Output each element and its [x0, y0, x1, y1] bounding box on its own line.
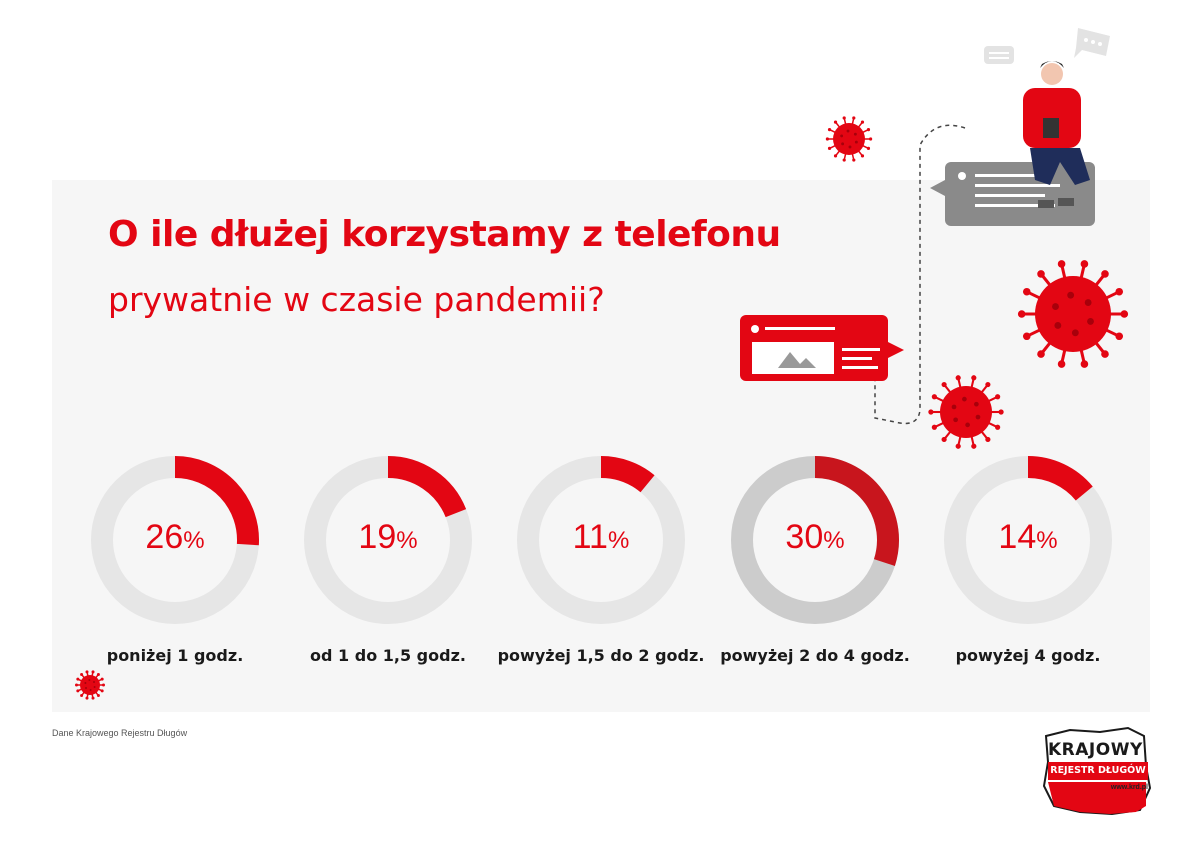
speech-bubble-icon	[1074, 28, 1110, 58]
virus-icon	[928, 375, 1004, 449]
percent-label: 30%	[755, 518, 875, 557]
dashed-connector	[874, 124, 966, 425]
percent-sign: %	[183, 527, 205, 554]
person-with-phone-icon	[1023, 61, 1090, 208]
category-label: powyżej 1,5 do 2 godz.	[497, 646, 705, 665]
percent-sign: %	[1036, 527, 1058, 554]
logo-line-1: KRAJOWY	[1048, 740, 1143, 760]
category-label: powyżej 4 godz.	[955, 646, 1101, 665]
virus-icon	[825, 116, 873, 162]
page-subtitle: prywatnie w czasie pandemii?	[108, 280, 605, 319]
virus-icon	[1017, 260, 1129, 368]
category-label: powyżej 2 do 4 godz.	[720, 646, 910, 665]
percent-label: 19%	[328, 518, 448, 557]
virus-icon	[75, 670, 105, 700]
page-title: O ile dłużej korzystamy z telefonu	[108, 214, 781, 255]
percent-value: 30	[785, 518, 824, 556]
percent-value: 26	[145, 518, 184, 556]
percent-sign: %	[607, 527, 630, 554]
source-note: Dane Krajowego Rejestru Długów	[52, 728, 188, 738]
message-card-icon	[930, 162, 1095, 226]
category-label: od 1 do 1,5 godz.	[310, 646, 466, 665]
percent-value: 14	[998, 518, 1037, 556]
donut-slice	[600, 456, 655, 493]
logo-line-2: REJESTR DŁUGÓW	[1048, 762, 1148, 780]
percent-sign: %	[823, 527, 845, 554]
donut-slice	[814, 456, 899, 566]
percent-value: 19	[358, 518, 397, 556]
donut-slice	[174, 456, 259, 546]
donut-slice	[1027, 456, 1093, 501]
message-card-icon	[740, 315, 904, 381]
percent-label: 11%	[541, 518, 661, 557]
percent-sign: %	[396, 527, 418, 554]
category-label: poniżej 1 godz.	[106, 646, 244, 665]
krd-logo: KRAJOWY REJESTR DŁUGÓW www.krd.pl	[1040, 726, 1152, 818]
donut-slice	[387, 456, 467, 518]
logo-url: www.krd.pl	[1110, 784, 1148, 791]
speech-bubble-icon	[984, 46, 1014, 64]
percent-value: 11	[572, 518, 608, 556]
percent-label: 26%	[115, 518, 235, 557]
percent-label: 14%	[968, 518, 1088, 557]
